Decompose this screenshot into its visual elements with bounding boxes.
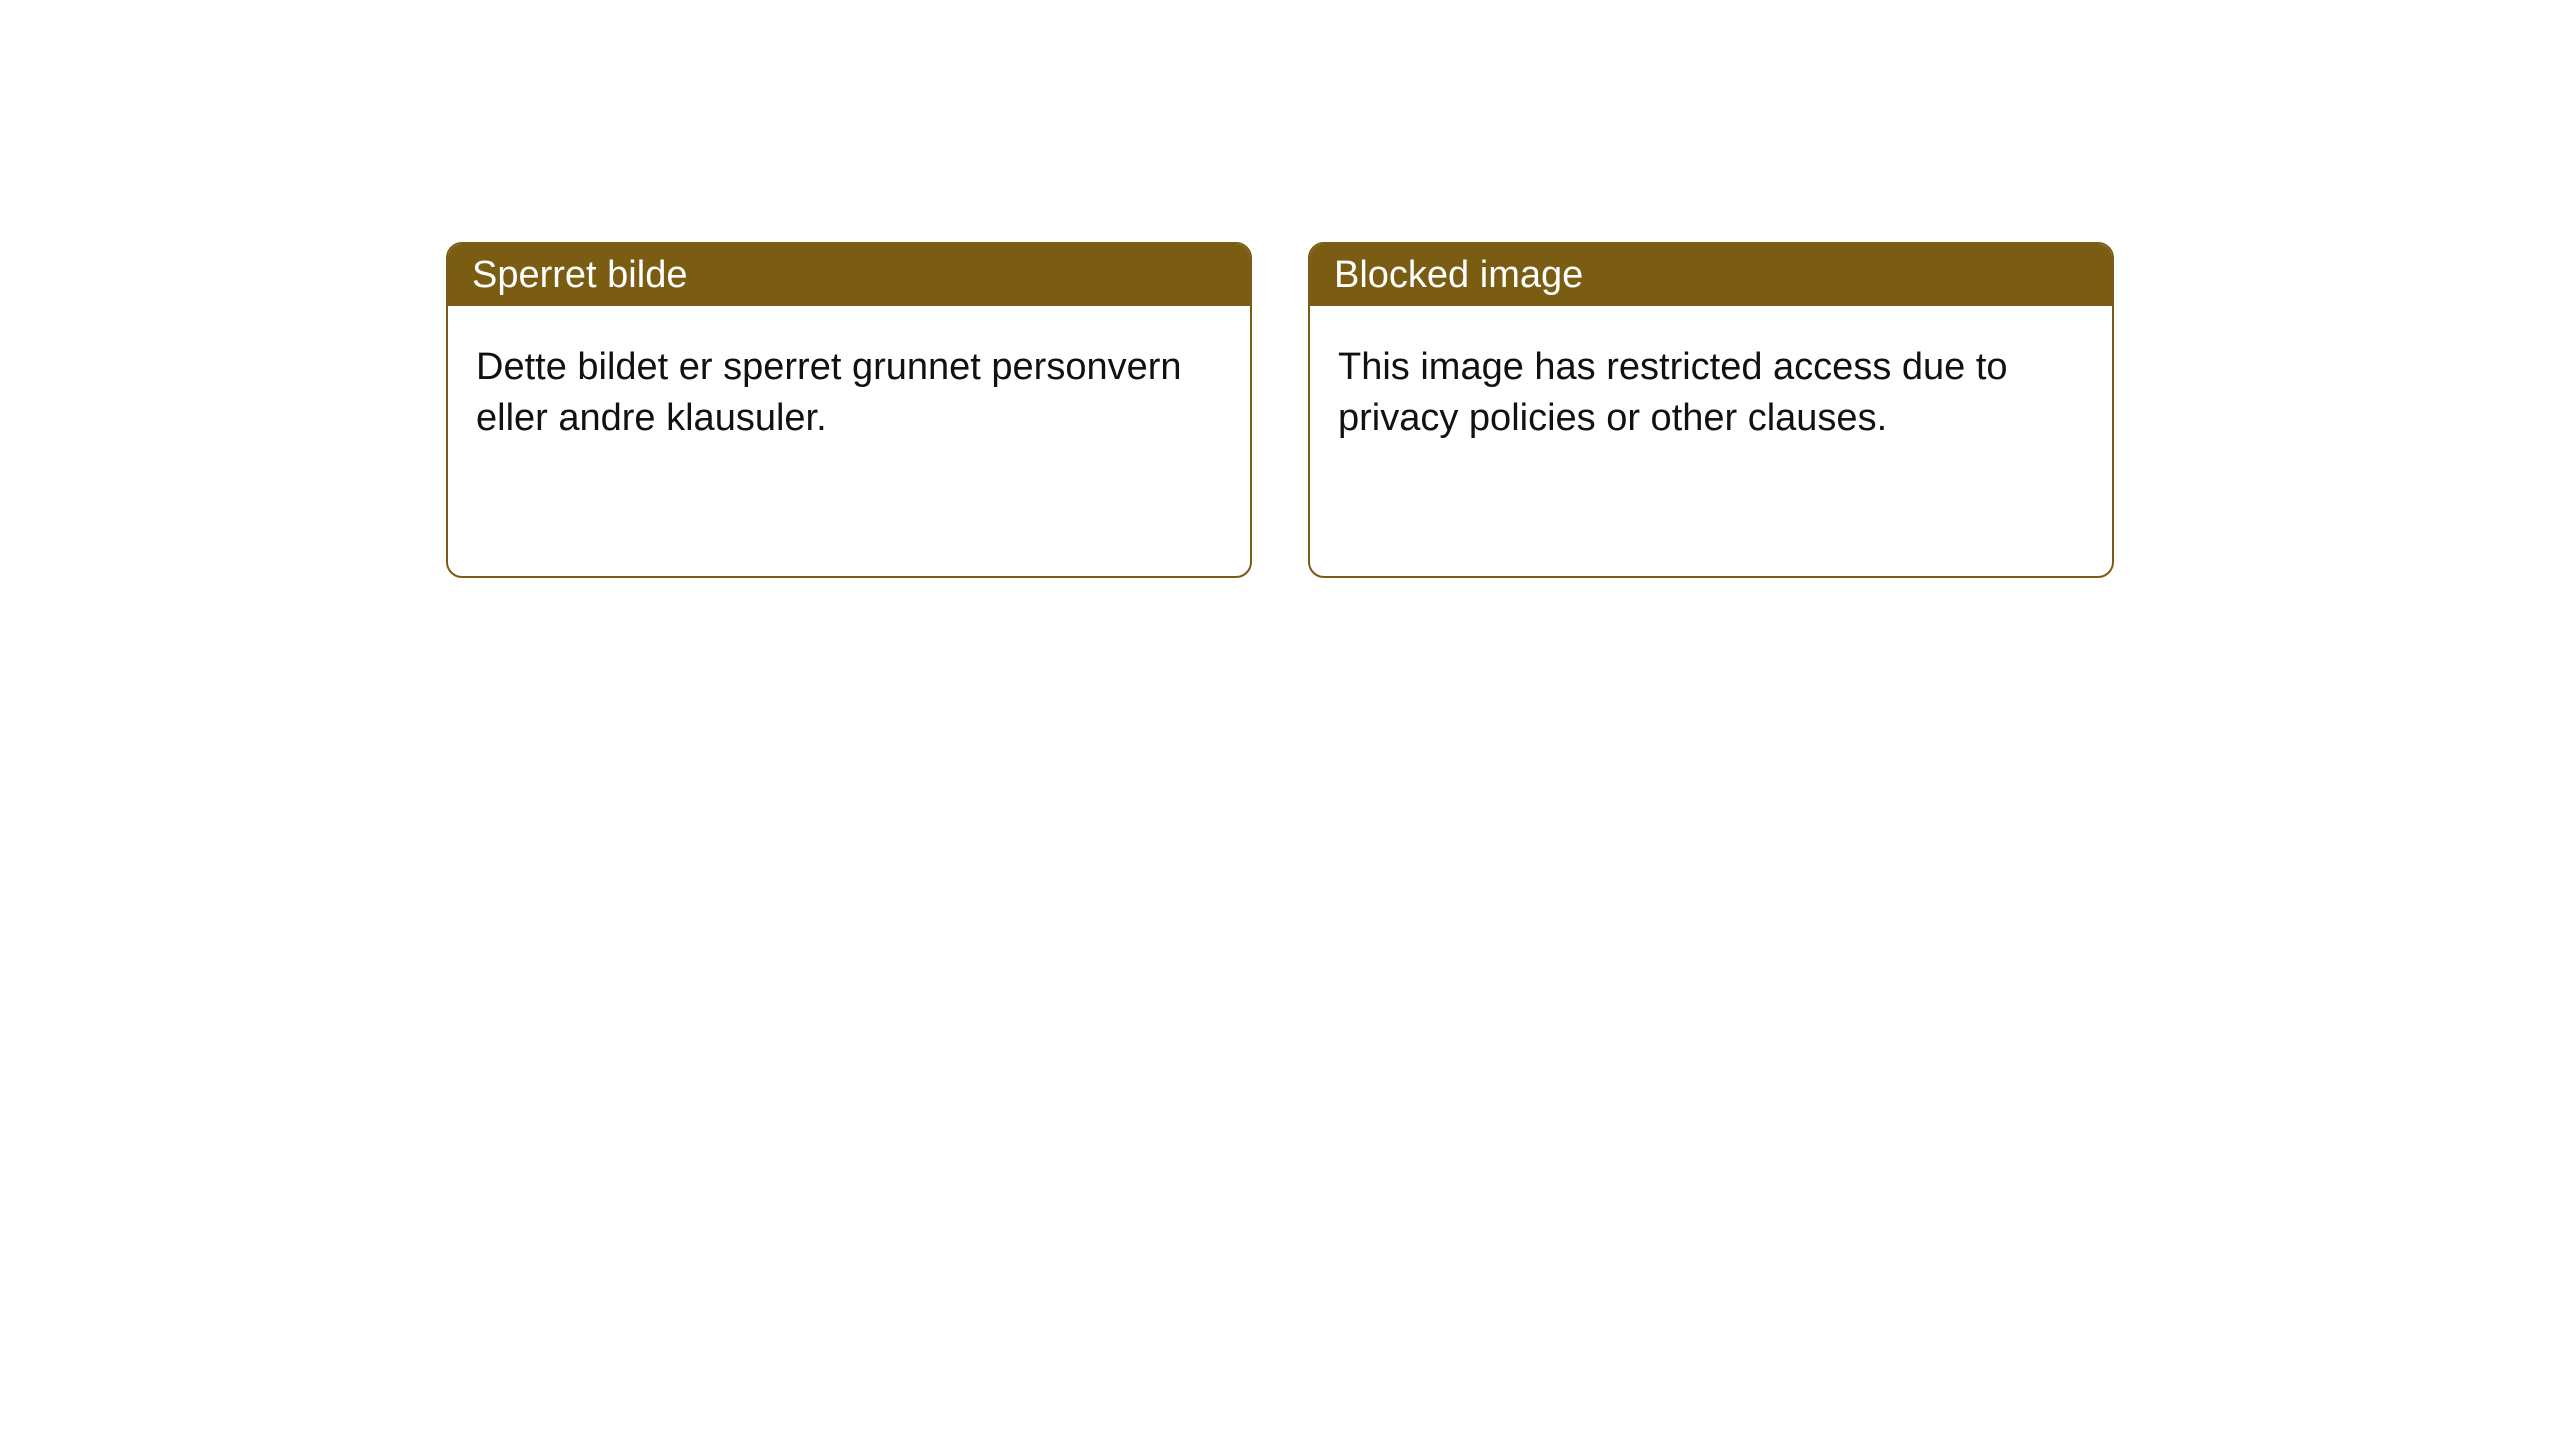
notice-body-english: This image has restricted access due to … [1310, 306, 2112, 481]
notice-title: Sperret bilde [472, 254, 687, 297]
notice-title: Blocked image [1334, 254, 1583, 297]
notice-header-english: Blocked image [1310, 244, 2112, 306]
notice-body-norwegian: Dette bildet er sperret grunnet personve… [448, 306, 1250, 481]
notice-card-english: Blocked image This image has restricted … [1308, 242, 2114, 578]
notice-body-text: This image has restricted access due to … [1338, 346, 2008, 439]
notice-card-norwegian: Sperret bilde Dette bildet er sperret gr… [446, 242, 1252, 578]
notice-header-norwegian: Sperret bilde [448, 244, 1250, 306]
notice-container: Sperret bilde Dette bildet er sperret gr… [0, 0, 2560, 578]
notice-body-text: Dette bildet er sperret grunnet personve… [476, 346, 1182, 439]
